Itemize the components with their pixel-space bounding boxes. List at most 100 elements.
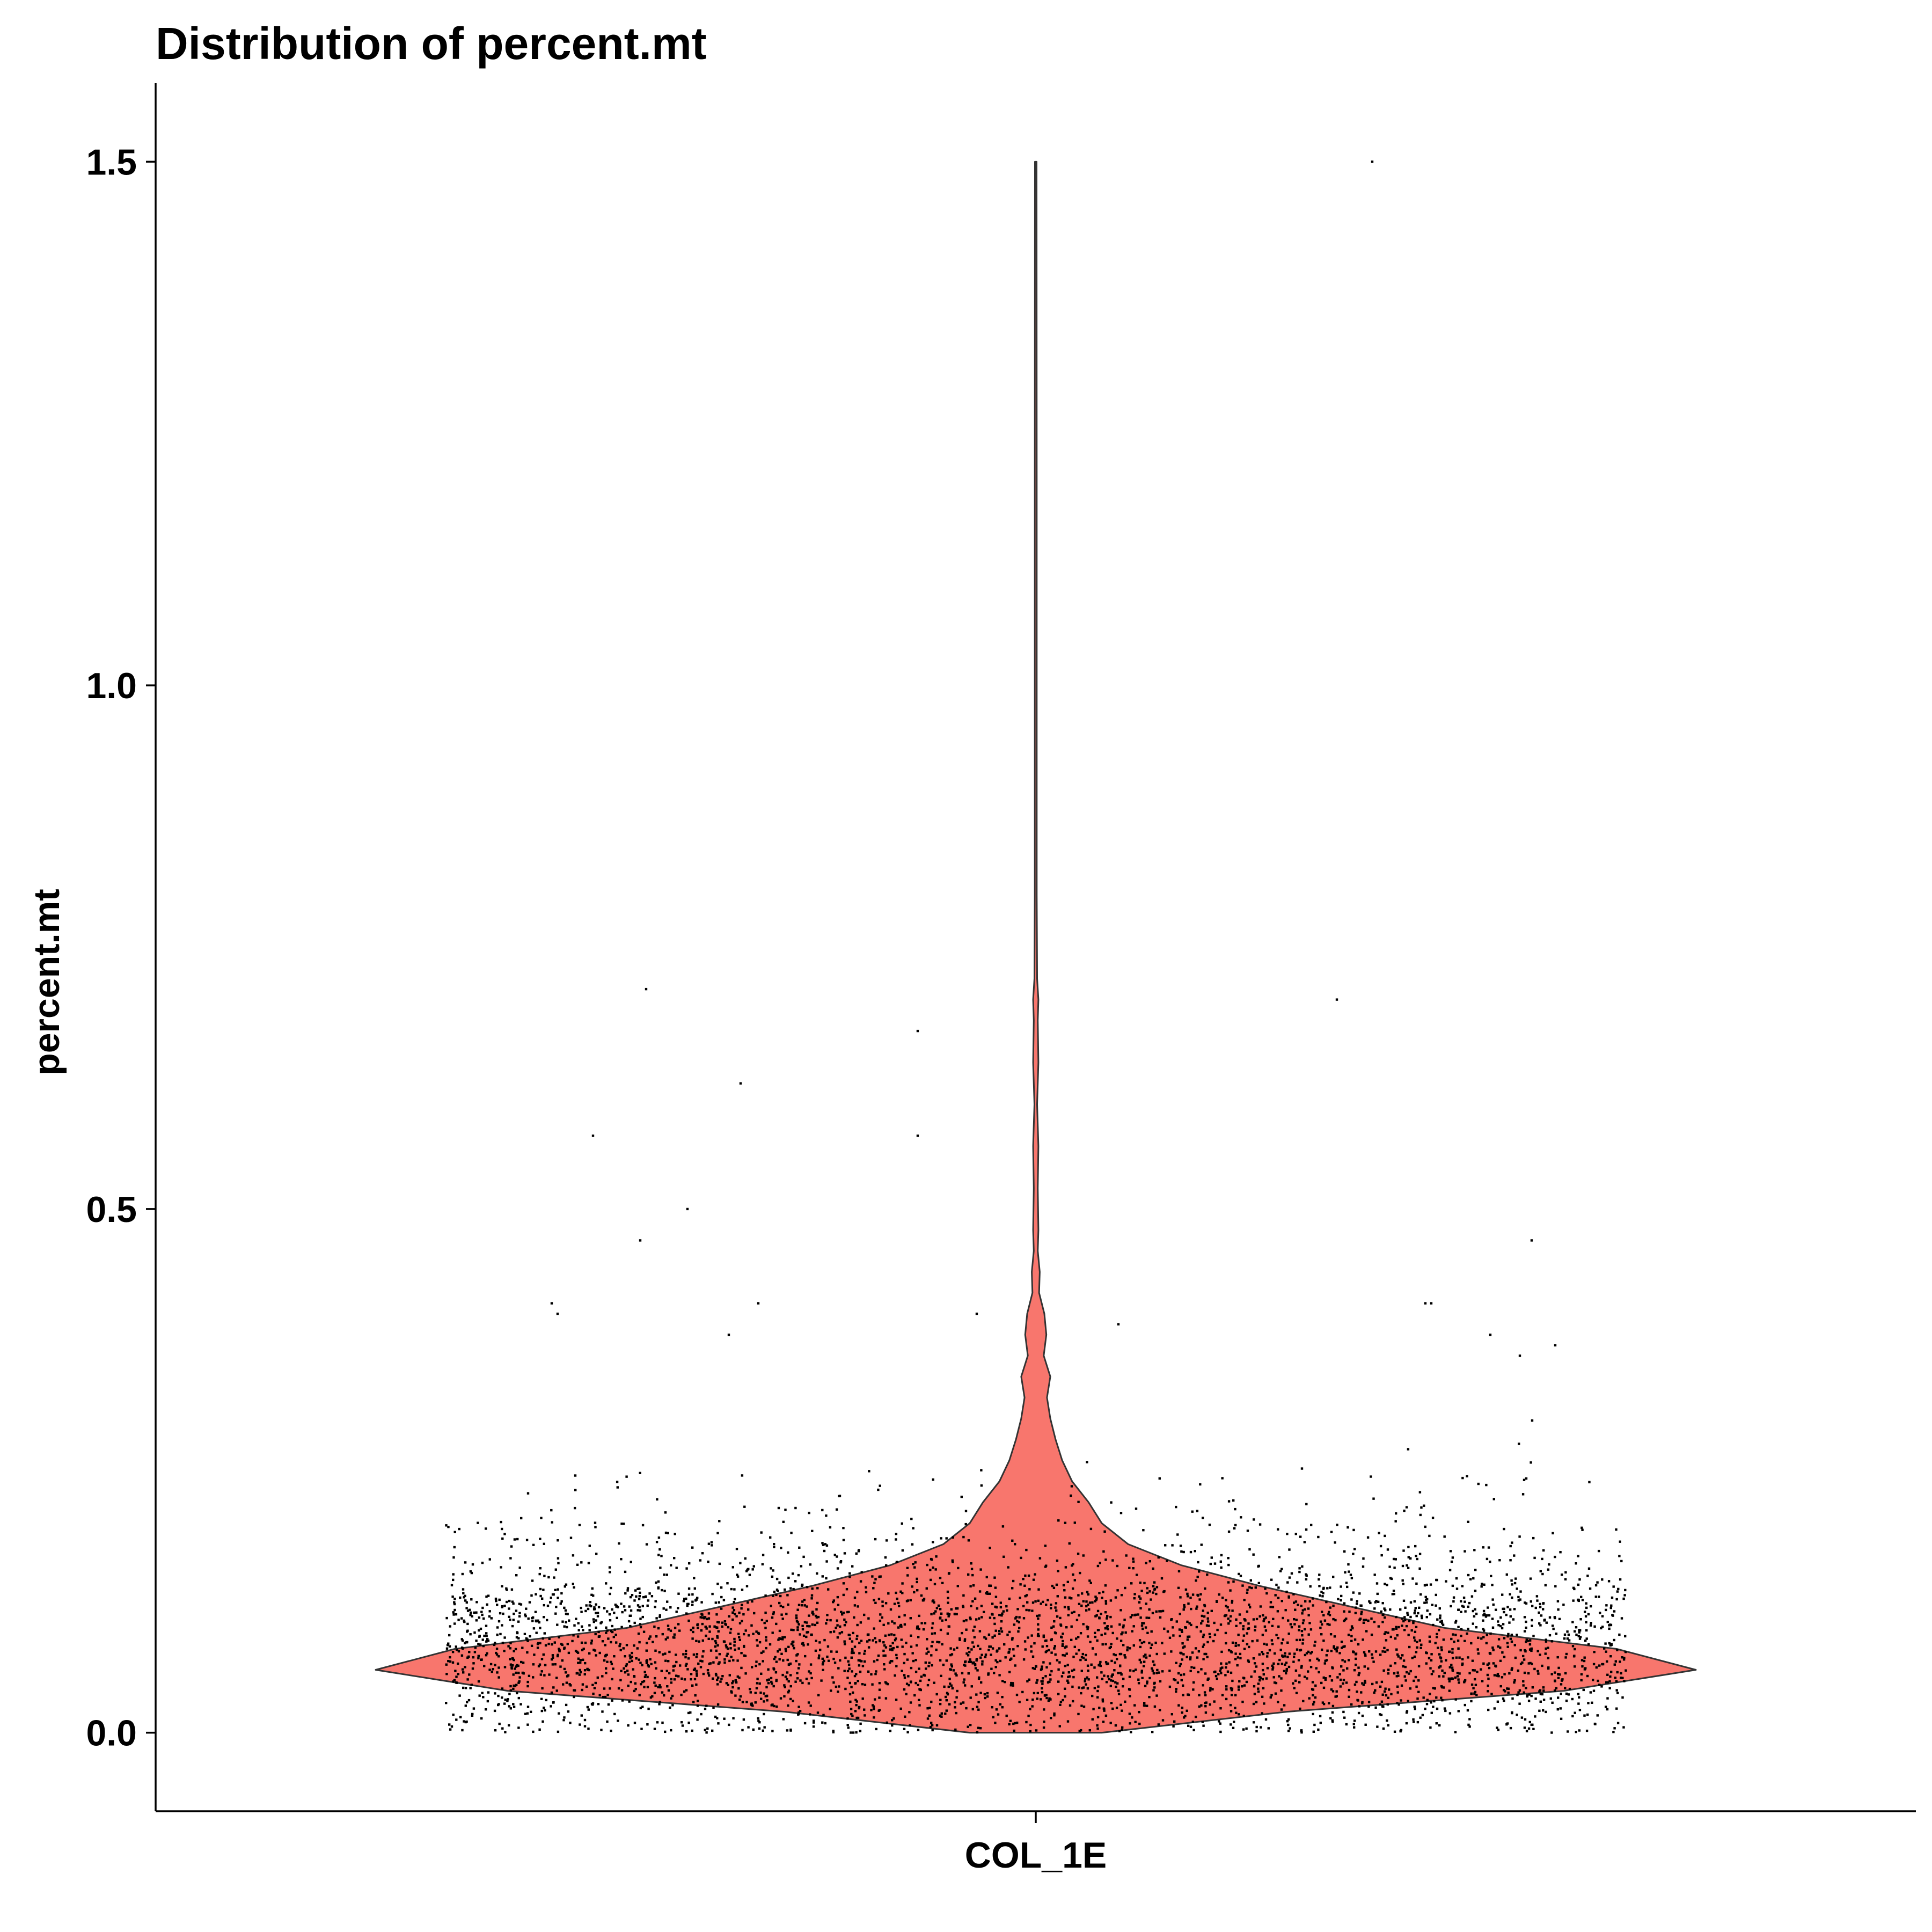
data-point xyxy=(1312,1604,1314,1607)
data-point xyxy=(1413,1655,1416,1658)
data-point xyxy=(1040,1667,1043,1671)
data-point xyxy=(963,1664,965,1666)
data-point xyxy=(1075,1619,1079,1621)
data-point xyxy=(515,1636,518,1639)
data-point xyxy=(487,1640,490,1642)
data-point xyxy=(469,1633,472,1636)
data-point xyxy=(1191,1721,1194,1723)
data-point xyxy=(1350,1703,1353,1706)
data-point xyxy=(569,1536,573,1539)
data-point xyxy=(962,1681,965,1684)
data-point xyxy=(1005,1714,1008,1717)
data-point xyxy=(1227,1563,1230,1567)
data-point xyxy=(515,1671,517,1674)
data-point xyxy=(1014,1617,1017,1620)
data-point xyxy=(1284,1663,1286,1666)
data-point xyxy=(716,1635,719,1638)
data-point xyxy=(664,1730,667,1733)
data-point xyxy=(740,1652,743,1655)
data-point xyxy=(1585,1629,1588,1632)
data-point xyxy=(1182,1694,1184,1696)
data-point xyxy=(969,1616,971,1619)
data-point xyxy=(1467,1520,1469,1523)
data-point xyxy=(895,1637,897,1640)
data-point xyxy=(732,1717,735,1719)
data-point xyxy=(1555,1633,1558,1635)
data-point xyxy=(1599,1612,1601,1614)
data-point xyxy=(845,1588,848,1591)
data-point xyxy=(895,1657,898,1659)
data-point xyxy=(447,1660,450,1663)
data-point xyxy=(741,1729,744,1732)
data-point xyxy=(1246,1610,1249,1613)
data-point xyxy=(551,1521,553,1524)
data-point xyxy=(1395,1626,1397,1628)
data-point xyxy=(993,1616,996,1620)
data-point xyxy=(675,1660,678,1664)
data-point xyxy=(1328,1702,1330,1704)
data-point xyxy=(1062,1633,1064,1635)
data-point xyxy=(1209,1636,1212,1638)
data-point xyxy=(731,1566,734,1569)
data-point xyxy=(1062,1699,1064,1702)
data-point xyxy=(657,1627,660,1630)
data-point xyxy=(836,1636,839,1639)
data-point xyxy=(1262,1614,1264,1617)
data-point xyxy=(1331,1667,1334,1670)
data-point xyxy=(680,1693,683,1696)
data-point xyxy=(1110,1501,1113,1504)
data-point xyxy=(930,1645,933,1648)
data-point xyxy=(496,1626,499,1629)
data-point xyxy=(1052,1586,1056,1589)
data-point xyxy=(1176,1533,1179,1536)
data-point xyxy=(1442,1686,1445,1689)
data-point xyxy=(707,1617,711,1620)
data-point xyxy=(1116,1564,1119,1568)
data-point xyxy=(852,1631,854,1635)
data-point xyxy=(931,1641,934,1643)
data-point xyxy=(1155,1586,1159,1589)
data-point xyxy=(497,1666,500,1669)
data-point xyxy=(1597,1679,1599,1682)
data-point xyxy=(1517,1596,1520,1599)
data-point xyxy=(824,1543,827,1546)
data-point xyxy=(1611,1596,1614,1599)
data-point xyxy=(1050,1626,1053,1629)
data-point xyxy=(1564,1656,1567,1659)
data-point xyxy=(540,1697,543,1700)
data-point xyxy=(512,1602,515,1605)
data-point xyxy=(564,1609,567,1612)
data-point xyxy=(1612,1731,1615,1733)
data-point xyxy=(1263,1702,1265,1705)
data-point xyxy=(1529,1577,1532,1580)
data-point xyxy=(839,1659,841,1662)
data-point xyxy=(1617,1587,1620,1591)
data-point xyxy=(511,1657,514,1660)
data-point xyxy=(1460,1600,1462,1602)
data-point xyxy=(741,1474,744,1477)
data-point xyxy=(1187,1635,1189,1638)
data-point xyxy=(1325,1600,1328,1604)
data-point xyxy=(1013,1623,1016,1626)
data-point xyxy=(1184,1715,1187,1717)
data-point xyxy=(1575,1633,1578,1636)
data-point xyxy=(832,1630,836,1633)
data-point xyxy=(614,1604,617,1606)
data-point xyxy=(1312,1597,1314,1600)
data-point xyxy=(1329,1606,1331,1609)
data-point xyxy=(1354,1612,1357,1614)
data-point xyxy=(485,1708,487,1711)
data-point xyxy=(500,1520,502,1524)
data-point xyxy=(1248,1604,1250,1606)
data-point xyxy=(857,1550,860,1553)
data-point xyxy=(656,1498,658,1501)
data-point xyxy=(1265,1677,1268,1680)
data-point xyxy=(799,1710,802,1713)
data-point xyxy=(717,1630,720,1633)
data-point xyxy=(1101,1700,1104,1703)
data-point xyxy=(990,1667,993,1670)
data-point xyxy=(1158,1671,1160,1674)
data-point xyxy=(1062,1671,1065,1674)
data-point xyxy=(884,1634,887,1637)
data-point xyxy=(562,1683,565,1686)
